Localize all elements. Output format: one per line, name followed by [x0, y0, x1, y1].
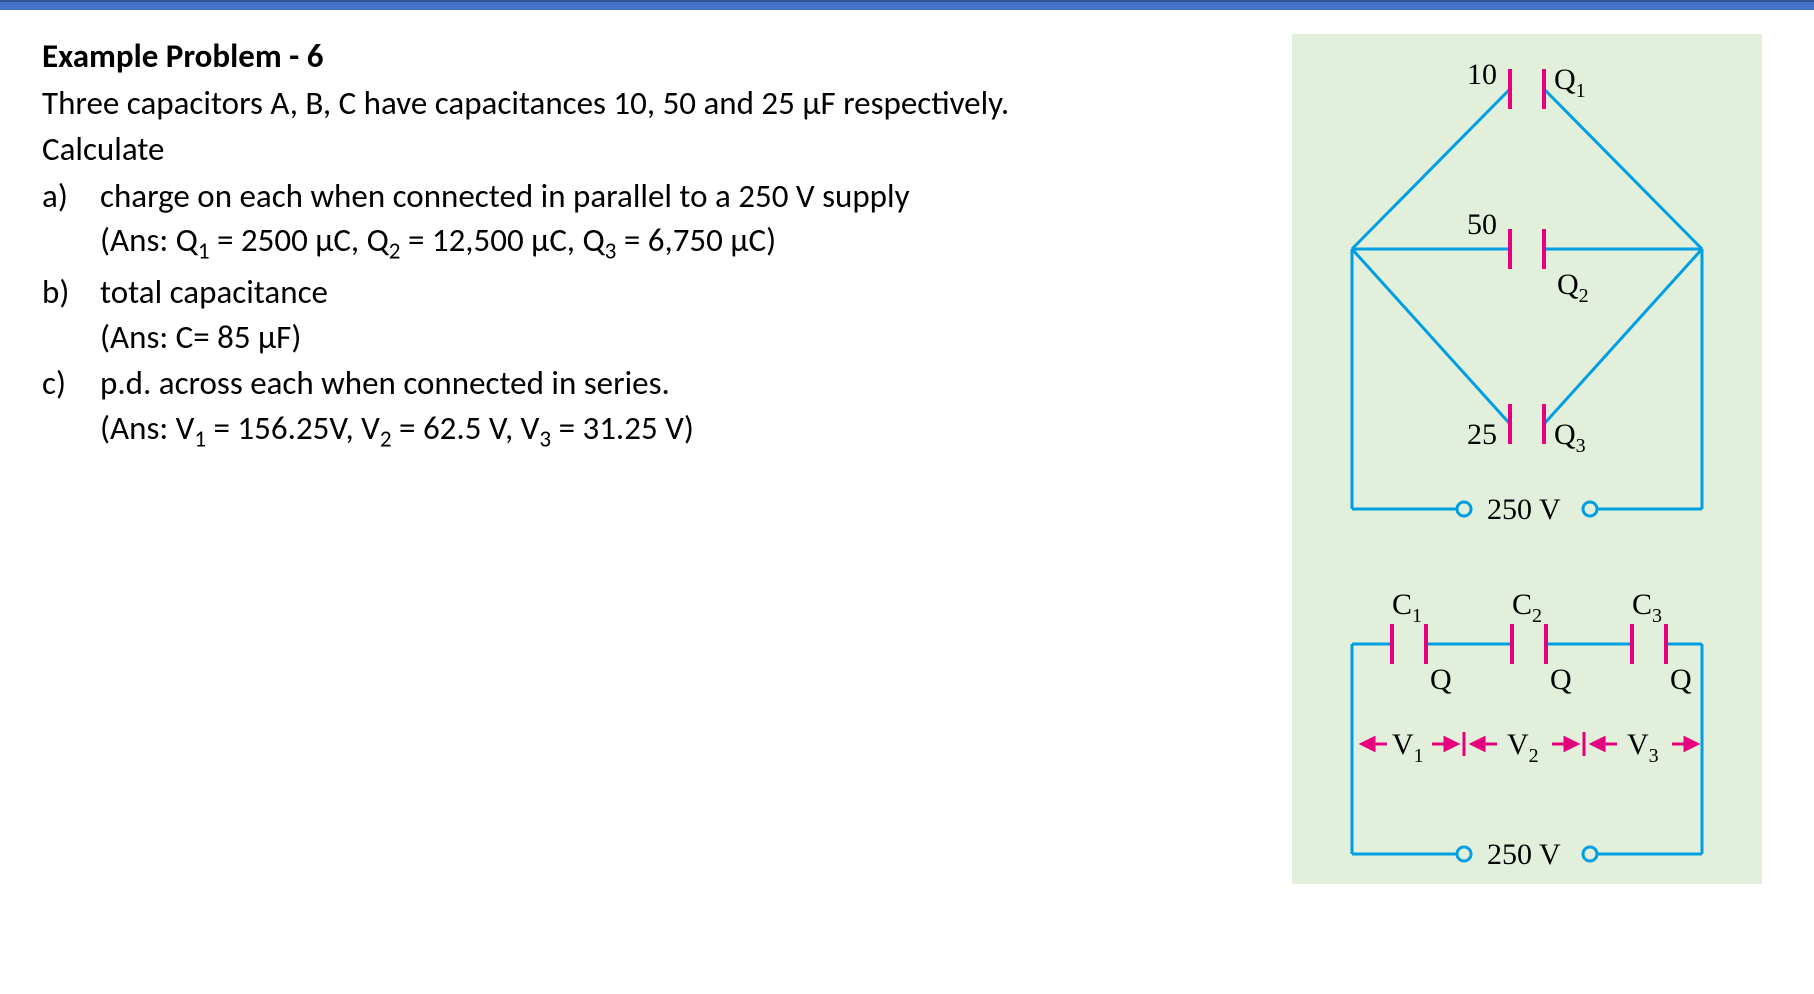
q3-label: Q3 [1554, 418, 1586, 457]
sq2: Q [1550, 663, 1572, 696]
figure-column: 10 Q1 50 Q2 25 Q3 250 V [1292, 34, 1772, 884]
item-b-answer: (Ans: C= 85 µF) [100, 315, 1272, 360]
question-list: charge on each when connected in paralle… [42, 174, 1272, 456]
ans-c-3: = 31.25 V) [551, 408, 694, 448]
v1-label: V1 [1392, 728, 1424, 767]
item-b: total capacitance (Ans: C= 85 µF) [42, 270, 1272, 359]
problem-title: Example Problem - 6 [42, 34, 1272, 79]
item-c-answer: (Ans: V1 = 156.25V, V2 = 62.5 V, V3 = 31… [100, 406, 1272, 456]
figure-box: 10 Q1 50 Q2 25 Q3 250 V [1292, 34, 1762, 884]
c1-label: C1 [1392, 588, 1422, 627]
q1-label: Q1 [1554, 63, 1586, 102]
ans-a-p: (Ans: Q [100, 220, 198, 260]
ans-c-2: = 62.5 V, V [392, 408, 540, 448]
item-c: p.d. across each when connected in serie… [42, 361, 1272, 455]
q2-label: Q2 [1557, 268, 1589, 307]
ans-c-p: (Ans: V [100, 408, 194, 448]
cap1-value: 10 [1467, 58, 1497, 91]
item-c-question: p.d. across each when connected in serie… [100, 363, 670, 403]
item-b-question: total capacitance [100, 272, 328, 312]
item-a: charge on each when connected in paralle… [42, 174, 1272, 268]
v2-label: V2 [1507, 728, 1539, 767]
cap2-value: 50 [1467, 208, 1497, 241]
v3-label: V3 [1627, 728, 1659, 767]
ans-a-2: = 12,500 µC, Q [401, 220, 605, 260]
cap3-value: 25 [1467, 418, 1497, 451]
content-row: Example Problem - 6 Three capacitors A, … [0, 10, 1814, 908]
c3-label: C3 [1632, 588, 1662, 627]
intro-line-2: Calculate [42, 127, 1272, 172]
terminal-right-2 [1583, 847, 1597, 861]
parallel-wires [1352, 89, 1702, 509]
parallel-caps [1510, 69, 1544, 444]
sq3: Q [1670, 663, 1692, 696]
terminal-left-1 [1457, 502, 1471, 516]
ans-a-3: = 6,750 µC) [616, 220, 776, 260]
item-a-question: charge on each when connected in paralle… [100, 176, 910, 216]
supply-2: 250 V [1487, 838, 1561, 871]
intro-line-1: Three capacitors A, B, C have capacitanc… [42, 81, 1272, 126]
item-a-answer: (Ans: Q1 = 2500 µC, Q2 = 12,500 µC, Q3 =… [100, 218, 1272, 268]
terminal-right-1 [1583, 502, 1597, 516]
text-column: Example Problem - 6 Three capacitors A, … [42, 34, 1272, 457]
supply-1: 250 V [1487, 493, 1561, 526]
circuit-diagram: 10 Q1 50 Q2 25 Q3 250 V [1292, 34, 1762, 884]
ans-a-1: = 2500 µC, Q [210, 220, 389, 260]
ans-c-1: = 156.25V, V [206, 408, 380, 448]
top-accent-bar [0, 0, 1814, 10]
sq1: Q [1430, 663, 1452, 696]
terminal-left-2 [1457, 847, 1471, 861]
c2-label: C2 [1512, 588, 1542, 627]
